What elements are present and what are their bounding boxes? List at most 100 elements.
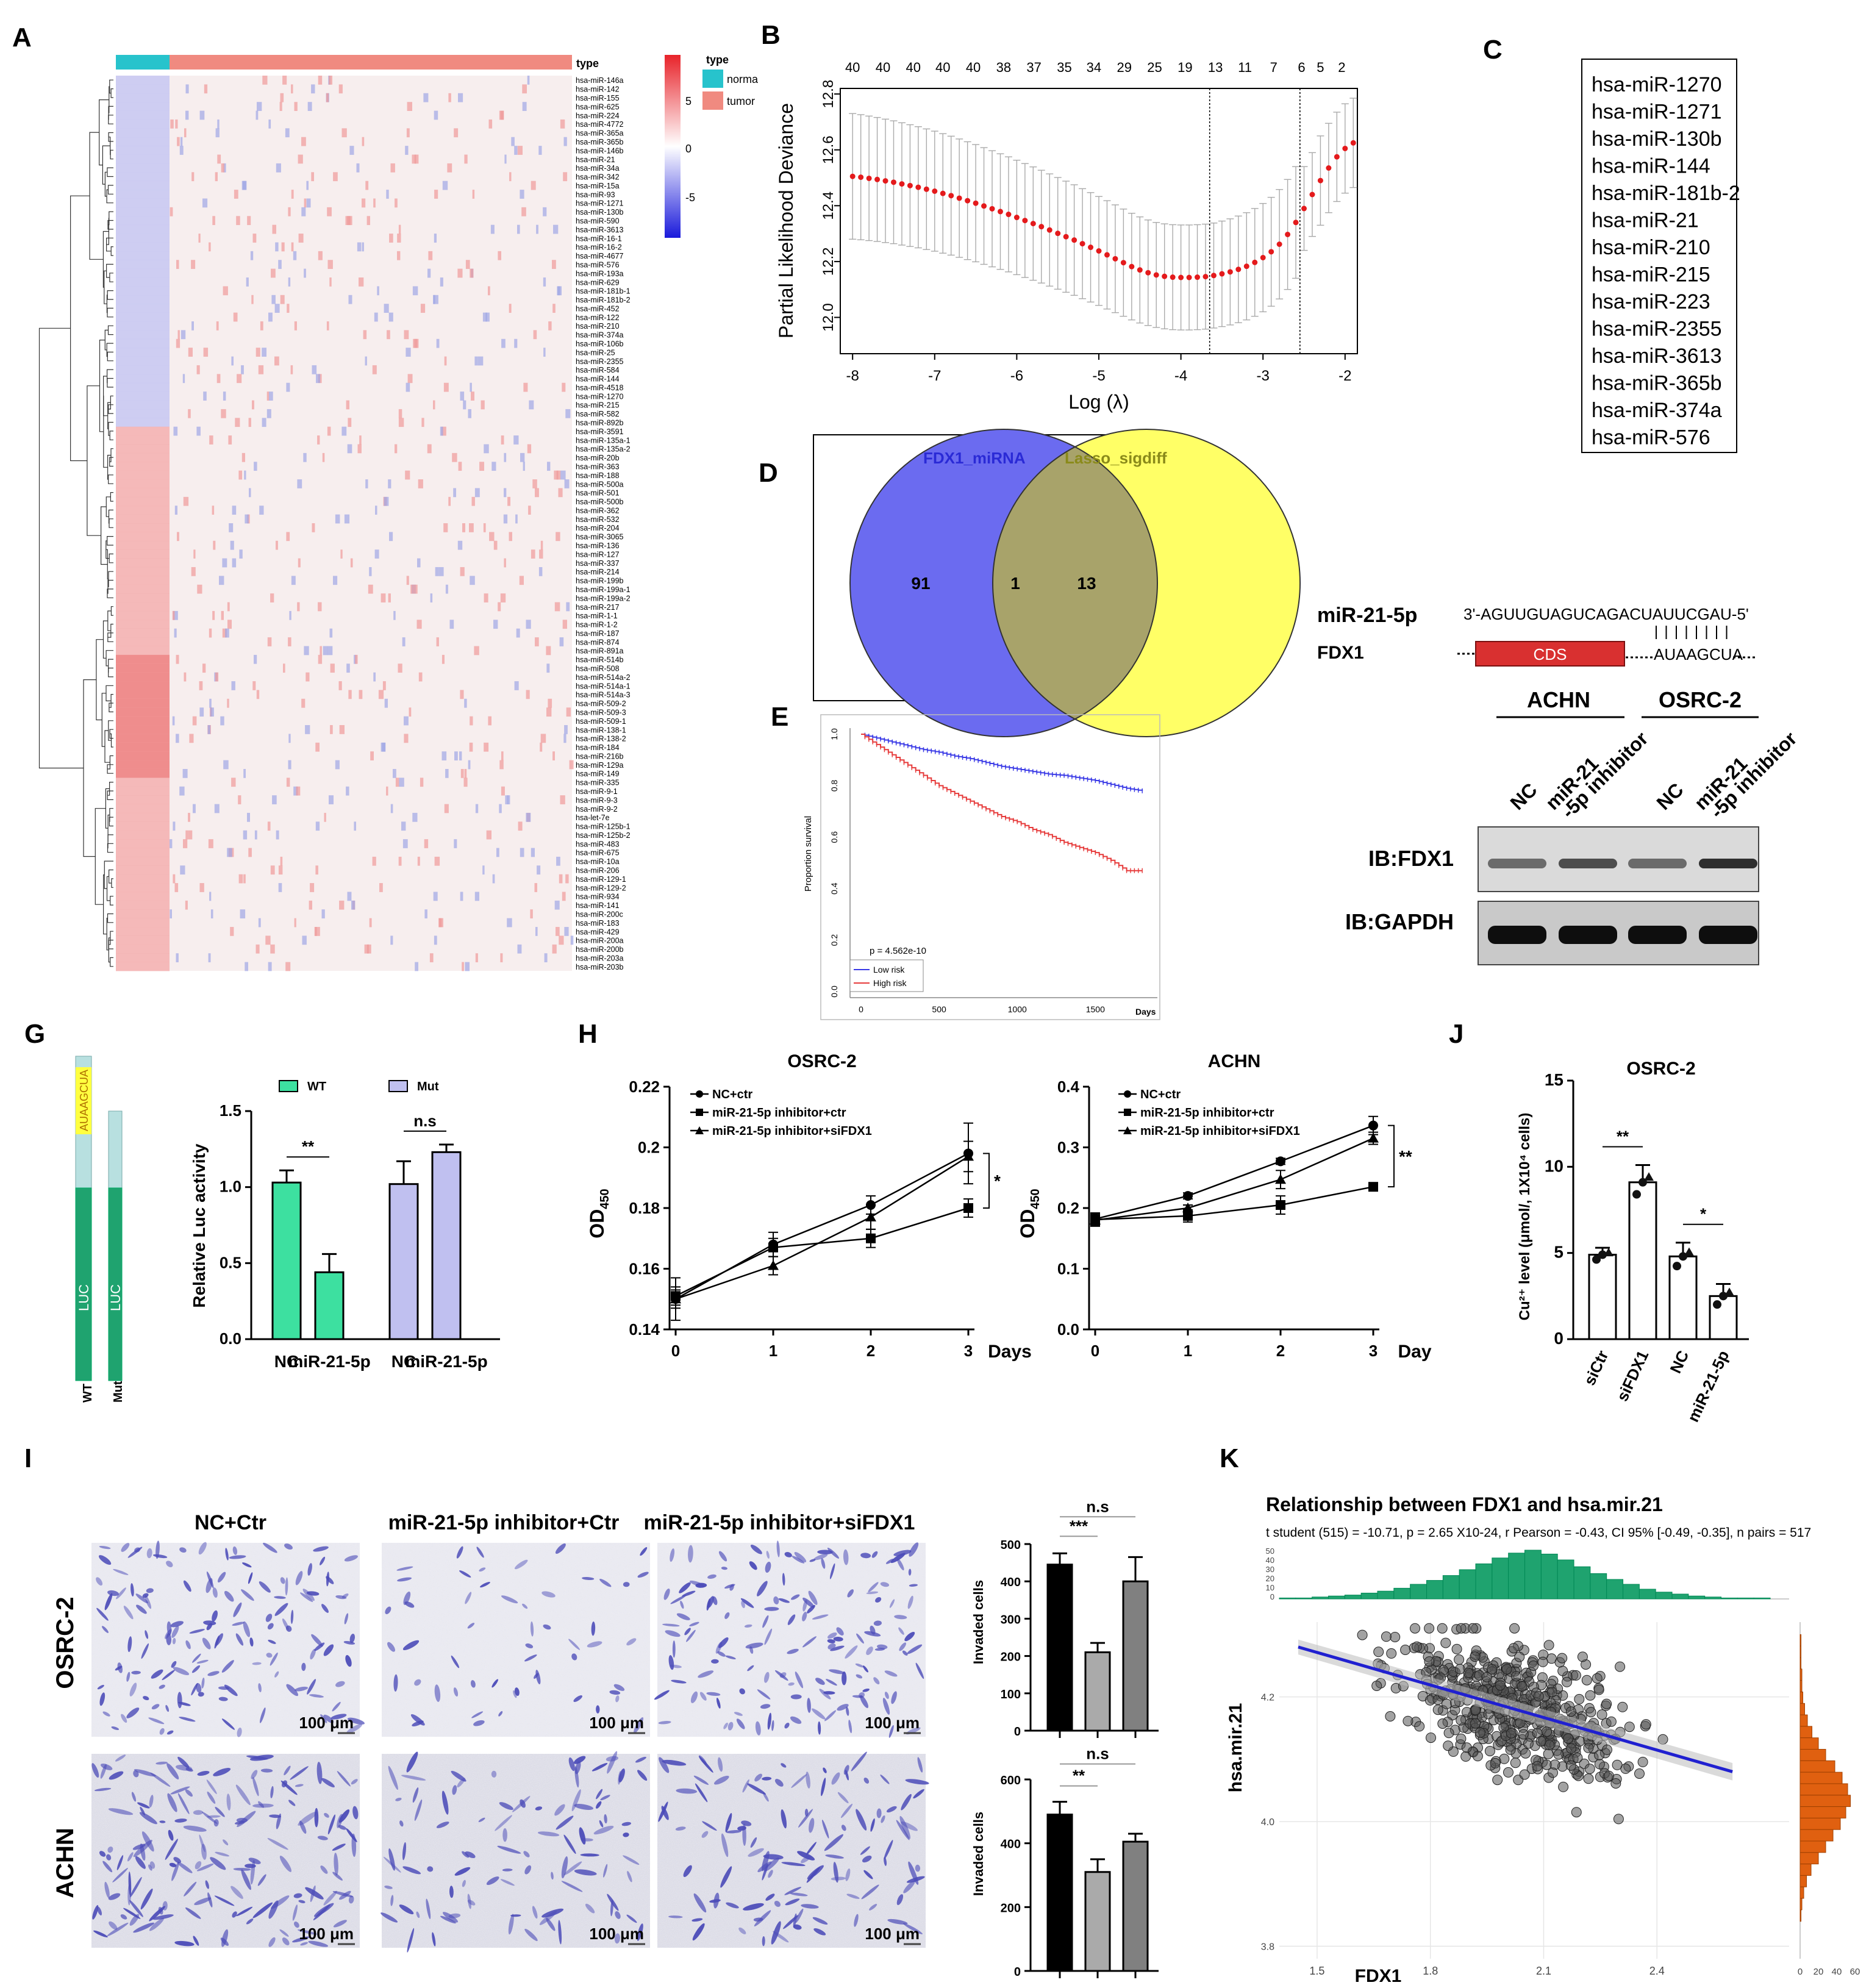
bar-category-label: siFDX1 [1613,1348,1652,1404]
heatmap-tumor-cell [500,953,503,963]
heatmap-tumor-cell [565,874,569,884]
h-marker-square [1368,1182,1378,1192]
heatmap-tumor-cell [471,496,475,506]
k-title: Relationship between FDX1 and hsa.mir.21 [1266,1493,1663,1515]
invaded-cell [725,1655,736,1660]
dendrogram-branch [107,325,113,335]
invaded-cell [177,1756,190,1768]
invaded-cell [113,1568,129,1575]
dendrogram-branch [102,231,109,288]
heatmap-row-label: hsa-let-7e [576,813,610,822]
heatmap-tumor-cell [522,84,527,94]
invaded-cell [743,1903,764,1911]
invaded-cell [658,1721,671,1725]
heatmap-tumor-cell [375,506,377,515]
g-legend-wt-swatch [279,1080,298,1092]
lasso-y-tick-label: 12.8 [820,80,837,109]
invaded-cell [248,1572,253,1584]
heatmap-background [116,76,572,971]
k-point [1508,1643,1519,1654]
k-point [1492,1775,1503,1786]
invaded-cell [332,1891,354,1898]
invaded-cell [532,1906,538,1919]
invaded-cell [522,1603,528,1609]
h-y-tick-label: 0.2 [1057,1199,1079,1217]
invaded-cell [393,1674,398,1692]
invaded-cell [266,1653,273,1658]
heatmap-row-label: hsa-miR-874 [576,638,620,646]
heatmap-normal-cell [116,839,170,848]
heatmap-tumor-cell [348,295,352,304]
heatmap-tumor-cell [412,812,418,822]
lasso-point [907,182,913,188]
heatmap-normal-cell [116,146,170,155]
invaded-cell [748,1848,764,1857]
bar-significance-label: * [1700,1205,1707,1223]
invaded-cell [635,1756,646,1763]
heatmap-tumor-cell [222,558,227,568]
invaded-cell [843,1549,849,1565]
invaded-cell [908,1568,912,1576]
heatmap-tumor-cell [558,488,563,498]
invaded-cell [899,1642,907,1651]
heatmap-tumor-cell [560,795,565,804]
heatmap-tumor-cell [320,646,322,656]
invaded-cell [706,1692,721,1697]
heatmap-tumor-cell [274,356,279,366]
lasso-point [1006,212,1012,218]
bar-data-point [1644,1172,1654,1181]
heatmap-tumor-cell [304,646,309,656]
heatmap-normal-cell [116,348,170,357]
heatmap-tumor-cell [329,76,332,85]
h-legend-label: miR-21-5p inhibitor+ctr [712,1106,846,1120]
k-point [1610,1778,1621,1789]
heatmap-tumor-cell [442,181,448,190]
heatmap-tumor-cell [189,734,194,743]
heatmap-tumor-cell [274,304,280,313]
heatmap-tumor-cell [543,207,547,216]
invaded-cell [682,1590,696,1597]
invaded-cell [713,1775,729,1785]
invaded-cell [252,1662,262,1665]
dendrogram-branch [107,755,113,770]
k-point [1546,1687,1557,1698]
heatmap-row-label: hsa-miR-576 [576,261,620,270]
h-marker-square [1276,1200,1285,1210]
invaded-cell [263,1542,277,1553]
g-mut-utr [108,1110,123,1189]
invaded-cell [535,1806,543,1811]
heatmap-tumor-cell [359,690,363,699]
heatmap-tumor-cell [454,751,458,760]
invaded-cell [742,1779,749,1793]
heatmap-tumor-cell [474,892,479,901]
type-bar-normal [116,55,170,70]
heatmap-tumor-cell [307,102,312,111]
heatmap-tumor-cell [210,909,213,919]
mirna-list: hsa-miR-1270hsa-miR-1271hsa-miR-130bhsa-… [1592,73,1740,449]
invaded-cell [891,1691,897,1704]
invaded-cell [591,1622,596,1636]
k-point [1481,1672,1492,1682]
heatmap-tumor-cell [388,312,393,322]
heatmap-row-label: hsa-miR-335 [576,779,620,787]
lasso-point [890,179,896,185]
lasso-top-count: 29 [1117,60,1131,75]
heatmap-normal-cell [116,778,170,787]
k-plot-area [1279,1622,1789,1959]
invaded-cell [784,1722,790,1729]
invaded-cell [791,1594,800,1600]
dendrogram-branch [111,878,113,888]
h-x-tick-label: 3 [1369,1342,1378,1360]
h2-y-label-sub: 450 [1029,1189,1042,1209]
heatmap-tumor-cell [543,277,546,287]
invaded-cell [279,1856,291,1872]
invaded-cell [582,1577,595,1580]
invaded-cell [295,1571,303,1586]
lasso-point [1195,274,1201,281]
heatmap-tumor-cell [173,874,176,884]
heatmap-tumor-cell [501,338,506,348]
heatmap-tumor-cell [311,84,315,94]
heatmap-tumor-cell [546,707,552,717]
invaded-cell [720,1866,732,1888]
heatmap-cells [116,76,574,971]
